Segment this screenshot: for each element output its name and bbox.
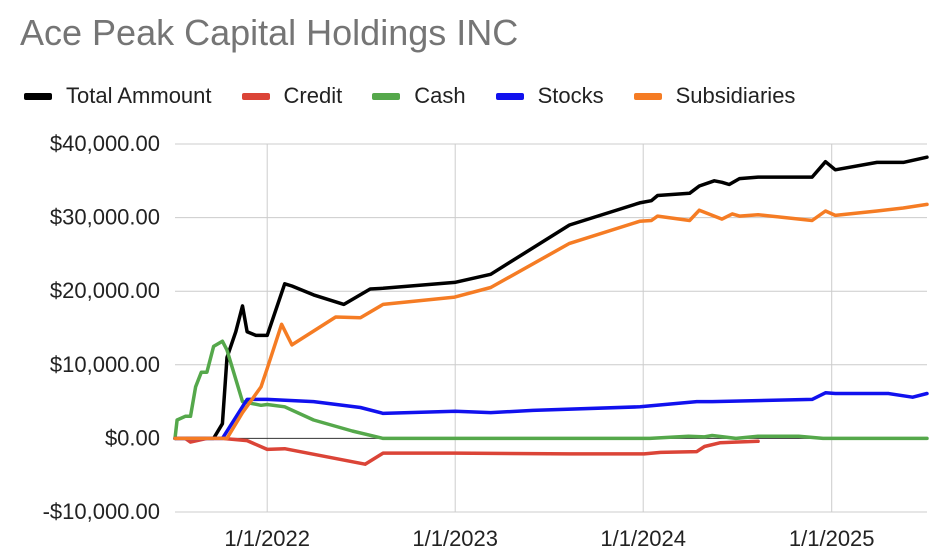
series-line-credit xyxy=(173,436,760,466)
chart-legend: Total Ammount Credit Cash Stocks Subsidiarie… xyxy=(24,82,795,110)
series-layer xyxy=(173,155,929,466)
legend-label: Subsidiaries xyxy=(675,83,796,108)
axis-layer: -$10,000.00 $0.00 $10,000.00 $20,000.00 $30,… xyxy=(43,131,927,551)
grid-layer xyxy=(175,143,927,513)
y-tick-label: $10,000.00 xyxy=(50,352,160,377)
legend-item-subsidiaries: Subsidiaries xyxy=(633,83,796,109)
legend-swatch xyxy=(495,92,524,100)
legend-item-total-ammount: Total Ammount xyxy=(24,83,212,109)
legend-label: Credit xyxy=(283,83,343,108)
legend-swatch xyxy=(372,92,401,100)
x-tick-label: 1/1/2025 xyxy=(789,526,875,551)
legend-label: Total Ammount xyxy=(66,83,212,108)
x-tick-label: 1/1/2024 xyxy=(600,526,686,551)
legend-swatch xyxy=(633,92,662,100)
series-line-total-ammount xyxy=(173,155,929,441)
x-tick-label: 1/1/2023 xyxy=(412,526,498,551)
series-line-subsidiaries xyxy=(173,202,929,441)
x-tick-label: 1/1/2022 xyxy=(224,526,310,551)
y-tick-label: $20,000.00 xyxy=(50,278,160,303)
legend-item-stocks: Stocks xyxy=(495,83,604,109)
legend-swatch xyxy=(24,92,52,100)
chart-title: Ace Peak Capital Holdings INC xyxy=(20,12,519,53)
legend-label: Cash xyxy=(414,83,466,108)
y-tick-label: -$10,000.00 xyxy=(43,499,160,524)
legend-swatch xyxy=(241,92,270,100)
y-tick-label: $0.00 xyxy=(105,425,160,450)
y-tick-label: $40,000.00 xyxy=(50,131,160,156)
series-line-stocks xyxy=(173,391,929,441)
legend-label: Stocks xyxy=(537,83,604,108)
legend-item-credit: Credit xyxy=(241,83,343,109)
series-line-cash xyxy=(173,339,929,441)
legend-item-cash: Cash xyxy=(372,83,466,109)
y-tick-label: $30,000.00 xyxy=(50,205,160,230)
